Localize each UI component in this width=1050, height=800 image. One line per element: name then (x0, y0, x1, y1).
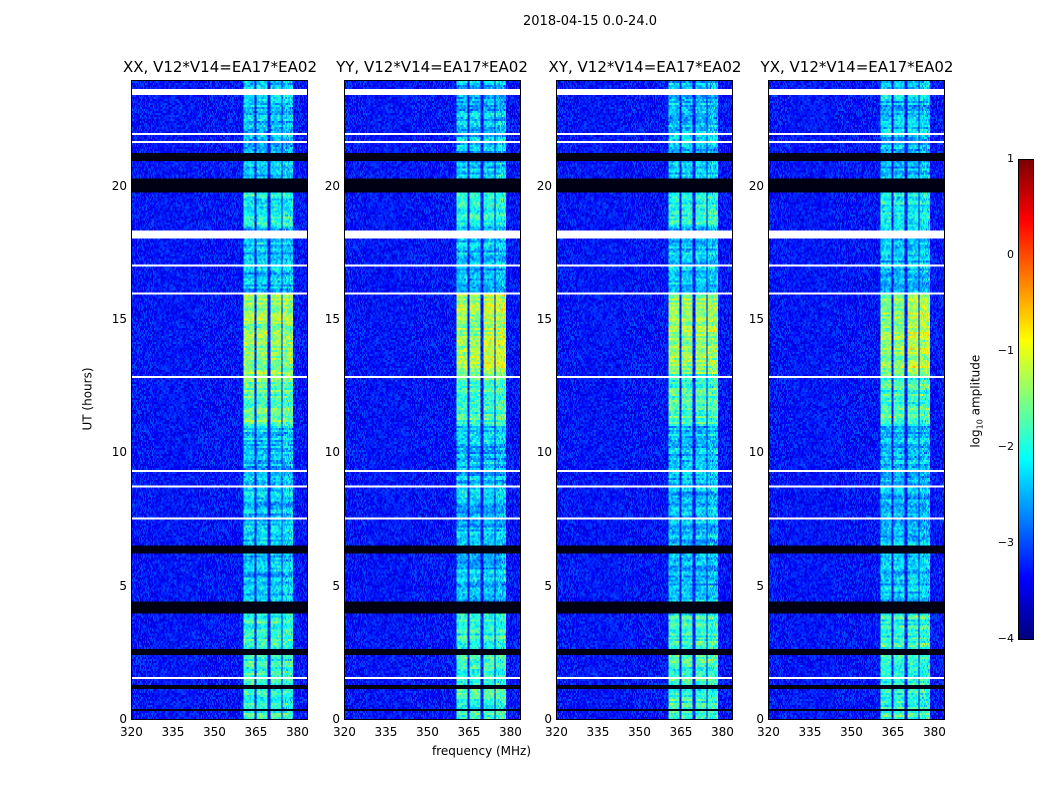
panel-title-yy: YY, V12*V14=EA17*EA02 (336, 58, 528, 76)
x-tick-label: 365 (457, 725, 481, 739)
x-tick-label: 365 (244, 725, 268, 739)
y-tick-label: 10 (748, 445, 764, 460)
x-tick-label: 350 (202, 725, 226, 739)
x-tick-label: 380 (922, 725, 946, 739)
colorbar-tick-label: −2 (997, 440, 1014, 453)
x-tick-label: 350 (839, 725, 863, 739)
x-tick-label: 320 (333, 725, 356, 739)
x-tick-label: 350 (415, 725, 439, 739)
y-tick-label: 5 (332, 578, 340, 593)
colorbar-tick-label: −3 (997, 536, 1014, 549)
colorbar-tick-label: −4 (997, 632, 1014, 645)
y-tick-label: 20 (748, 178, 764, 193)
x-tick-label: 365 (669, 725, 693, 739)
y-tick-label: 10 (324, 445, 340, 460)
x-tick-label: 365 (881, 725, 905, 739)
y-tick-label: 15 (111, 312, 127, 326)
x-tick-label: 350 (627, 725, 651, 739)
x-tick-label: 320 (757, 725, 780, 739)
panel-title-xy: XY, V12*V14=EA17*EA02 (548, 58, 742, 76)
y-tick-label: 10 (111, 445, 127, 460)
panel-title-yx: YX, V12*V14=EA17*EA02 (760, 58, 954, 76)
heatmap-xy (556, 80, 733, 720)
y-tick-label: 10 (536, 445, 552, 460)
y-tick-label: 15 (324, 312, 340, 326)
colorbar (1018, 159, 1034, 640)
y-tick-label: 15 (536, 312, 552, 326)
heatmap-yx (768, 80, 945, 720)
y-tick-label: 0 (119, 712, 127, 726)
y-tick-label: 20 (111, 178, 127, 193)
x-tick-label: 335 (798, 725, 822, 739)
colorbar-tick-label: 0 (1007, 248, 1014, 261)
y-tick-label: 0 (756, 712, 764, 726)
y-tick-label: 5 (544, 578, 552, 593)
colorbar-label: log10 amplitude (968, 354, 985, 448)
y-tick-label: 20 (536, 178, 552, 193)
figure-title: 2018-04-15 0.0-24.0 (523, 14, 657, 29)
x-tick-label: 335 (161, 725, 185, 739)
x-tick-label: 380 (285, 725, 309, 739)
heatmap-xx (131, 80, 308, 720)
y-tick-label: 0 (332, 712, 340, 726)
x-tick-label: 335 (374, 725, 398, 739)
y-tick-label: 15 (748, 312, 764, 326)
x-tick-label: 320 (545, 725, 568, 739)
y-tick-label: 5 (119, 578, 127, 593)
panel-title-xx: XX, V12*V14=EA17*EA02 (122, 58, 317, 76)
y-tick-label: 0 (544, 712, 552, 726)
y-axis-label: UT (hours) (80, 367, 95, 431)
y-tick-label: 5 (756, 578, 764, 593)
colorbar-tick-label: 1 (1007, 152, 1014, 165)
x-tick-label: 320 (120, 725, 143, 739)
x-axis-label: frequency (MHz) (432, 744, 532, 758)
x-tick-label: 380 (710, 725, 734, 739)
x-tick-label: 335 (586, 725, 610, 739)
x-tick-label: 380 (498, 725, 522, 739)
y-tick-label: 20 (324, 178, 340, 193)
colorbar-tick-label: −1 (997, 344, 1014, 357)
heatmap-yy (344, 80, 521, 720)
